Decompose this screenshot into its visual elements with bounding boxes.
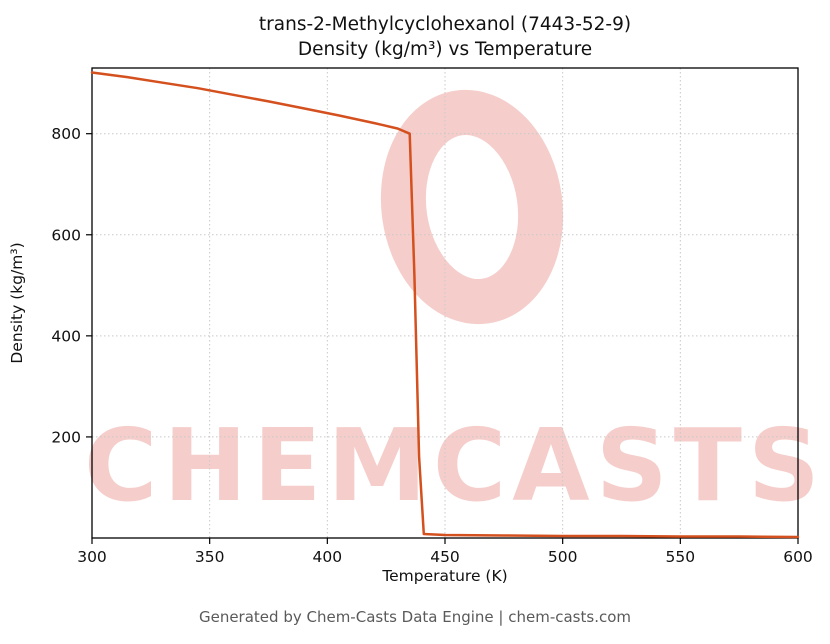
x-axis-label: Temperature (K) [381, 567, 507, 585]
x-tick-label: 300 [77, 548, 107, 566]
chart-title-line2: Density (kg/m³) vs Temperature [298, 39, 592, 60]
y-tick-label: 600 [51, 226, 81, 244]
data-line-layer [90, 71, 800, 539]
watermark-layer: CHEMCASTS [84, 89, 826, 524]
y-tick-label: 200 [51, 428, 81, 446]
y-tick-label: 800 [51, 125, 81, 143]
x-tick-label: 550 [666, 548, 696, 566]
series-line-density [90, 71, 800, 539]
watermark-swirl-logo [380, 89, 564, 325]
x-tick-label: 500 [548, 548, 578, 566]
footer-attribution: Generated by Chem-Casts Data Engine | ch… [199, 608, 631, 626]
tick-layer: 300 350 400 450 500 550 600 200 400 600 800 [51, 125, 812, 566]
x-tick-label: 350 [195, 548, 225, 566]
x-tick-label: 400 [313, 548, 343, 566]
x-tick-label: 450 [430, 548, 460, 566]
x-tick-label: 600 [783, 548, 813, 566]
watermark-text: CHEMCASTS [84, 407, 826, 524]
y-axis-label: Density (kg/m³) [8, 242, 26, 363]
chart-title-line1: trans-2-Methylcyclohexanol (7443-52-9) [259, 14, 631, 35]
y-tick-label: 400 [51, 327, 81, 345]
grid-layer [91, 68, 799, 538]
